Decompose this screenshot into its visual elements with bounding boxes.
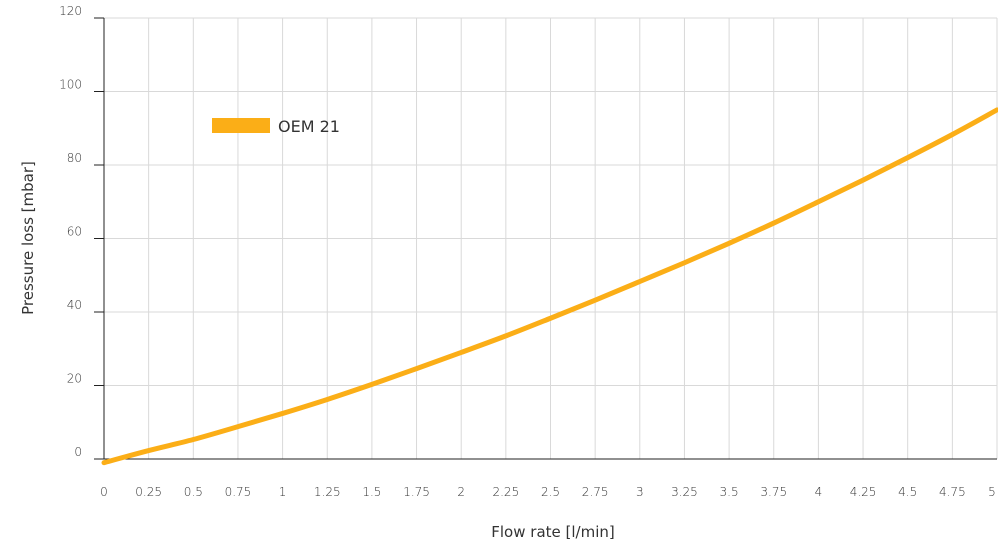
y-axis-title: Pressure loss [mbar] — [19, 161, 37, 315]
y-tick-label: 80 — [67, 151, 82, 165]
x-tick-label: 3.25 — [671, 485, 698, 499]
y-tick-label: 100 — [59, 78, 82, 92]
x-tick-label: 0.5 — [184, 485, 203, 499]
y-tick-label: 120 — [59, 4, 82, 18]
x-tick-label: 0.75 — [225, 485, 252, 499]
x-tick-label: 3.75 — [760, 485, 787, 499]
x-tick-label: 1.25 — [314, 485, 341, 499]
y-axis-ticks: 0 20 40 60 80 100 120 — [59, 4, 82, 459]
y-tick-label: 0 — [74, 445, 82, 459]
x-tick-label: 5 — [988, 485, 996, 499]
x-tick-label: 1.75 — [403, 485, 430, 499]
y-tick-label: 60 — [67, 225, 82, 239]
legend-label-oem-21: OEM 21 — [278, 117, 340, 136]
x-tick-label: 2.75 — [582, 485, 609, 499]
legend: OEM 21 — [212, 117, 340, 136]
x-tick-label: 2 — [457, 485, 465, 499]
x-tick-label: 2.25 — [492, 485, 519, 499]
x-axis-title: Flow rate [l/min] — [491, 523, 614, 541]
x-tick-label: 4.5 — [898, 485, 917, 499]
x-tick-label: 2.5 — [541, 485, 560, 499]
x-tick-label: 1.5 — [362, 485, 381, 499]
x-tick-label: 3 — [636, 485, 644, 499]
grid — [104, 17, 998, 459]
series-line-oem-21 — [101, 107, 998, 466]
x-tick-label: 3.5 — [720, 485, 739, 499]
series-layer — [101, 107, 998, 466]
x-axis-ticks: 0 0.25 0.5 0.75 1 1.25 1.5 1.75 2 2.25 2.5 2.75 3 3.2… — [100, 485, 996, 499]
axes — [94, 17, 997, 460]
x-tick-label: 4.25 — [850, 485, 877, 499]
x-tick-label: 0.25 — [135, 485, 162, 499]
y-tick-label: 40 — [67, 298, 82, 312]
x-tick-label: 0 — [100, 485, 108, 499]
legend-swatch-oem-21 — [212, 118, 270, 133]
y-tick-label: 20 — [67, 372, 82, 386]
x-tick-label: 1 — [279, 485, 287, 499]
x-tick-label: 4.75 — [939, 485, 966, 499]
x-tick-label: 4 — [815, 485, 823, 499]
